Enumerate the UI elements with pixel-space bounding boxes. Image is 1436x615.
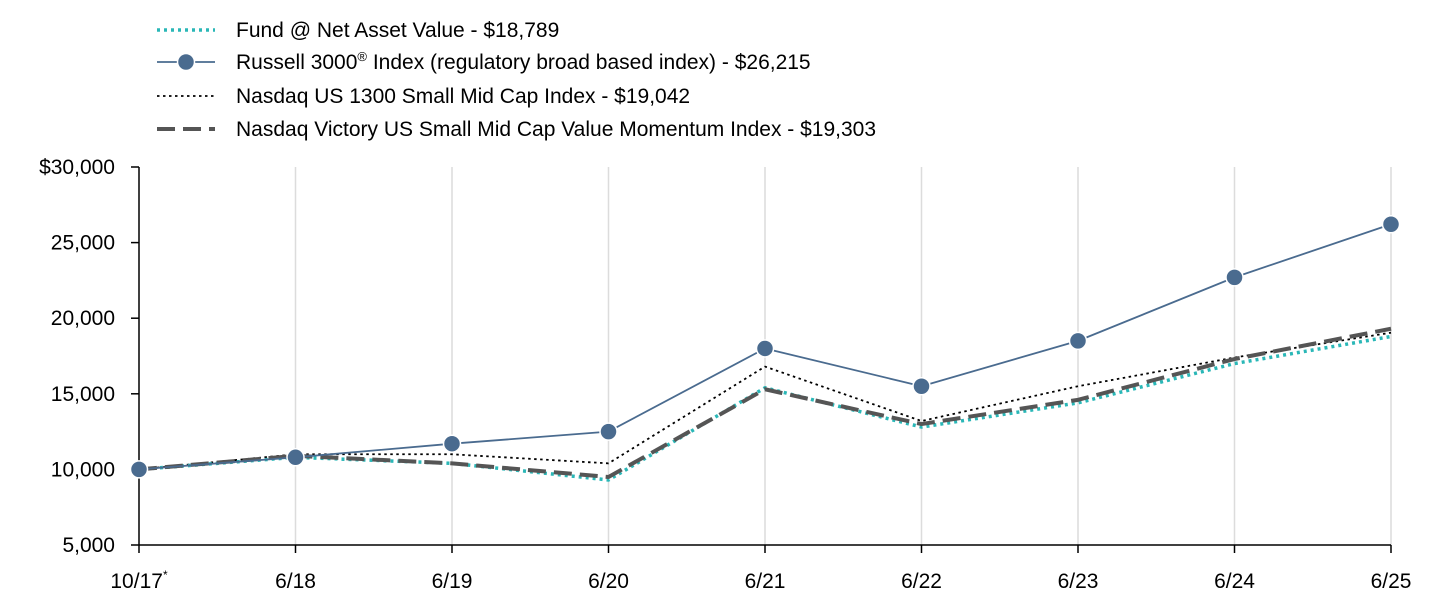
russell-3000-series-point: [1225, 268, 1244, 287]
nasdaq-victory-series-line: [138, 326, 1392, 479]
russell-3000-series-point: [912, 376, 931, 396]
y-tick-label: 15,000: [51, 383, 115, 406]
russell-3000-series-point: [1381, 214, 1401, 234]
russell-3000-series-point: [129, 460, 149, 479]
x-tick-footnote-mark: *: [163, 568, 168, 582]
nasdaq-1300-series-line: [138, 331, 1392, 471]
russell-3000-series-point: [755, 339, 775, 358]
y-tick-label: 5,000: [62, 534, 115, 557]
series-layer: [129, 214, 1401, 482]
x-tick-label: 10/17*: [110, 568, 168, 593]
axis-layer: 5,000 10,000 15,000 20,000 25,000 $30,000 10/1…: [39, 156, 1411, 593]
y-tick-label: 25,000: [51, 232, 115, 255]
legend: Fund @ Net Asset Value - $18,789 Russell …: [157, 19, 876, 141]
legend-marker-russell-3000-series: [176, 52, 196, 72]
x-tick-label: 6/20: [588, 570, 629, 593]
russell-3000-series-point: [1068, 331, 1088, 351]
grid-layer: [294, 167, 1392, 545]
russell-3000-series-point: [286, 448, 305, 467]
x-tick-label: 6/18: [275, 570, 316, 593]
legend-label-nasdaq-1300-series: Nasdaq US 1300 Small Mid Cap Index - $19…: [236, 85, 690, 108]
legend-label-fund-nav-series: Fund @ Net Asset Value - $18,789: [236, 19, 559, 42]
x-tick-label: 6/21: [745, 570, 786, 593]
russell-3000-series-point: [442, 434, 462, 453]
y-tick-label: 10,000: [51, 458, 115, 481]
russell-3000-series-point: [599, 422, 618, 441]
x-tick-label: 6/19: [432, 570, 473, 593]
legend-label-nasdaq-victory-series: Nasdaq Victory US Small Mid Cap Value Mo…: [236, 118, 876, 141]
legend-label-russell-3000-series: Russell 3000® Index (regulatory broad ba…: [236, 49, 811, 74]
x-tick-label: 6/25: [1371, 570, 1412, 593]
y-tick-label: 20,000: [51, 307, 115, 330]
y-tick-label: $30,000: [39, 156, 115, 179]
x-tick-label: 6/24: [1214, 570, 1255, 593]
x-tick-label: 6/23: [1058, 570, 1099, 593]
x-tick-label: 6/22: [901, 570, 942, 593]
